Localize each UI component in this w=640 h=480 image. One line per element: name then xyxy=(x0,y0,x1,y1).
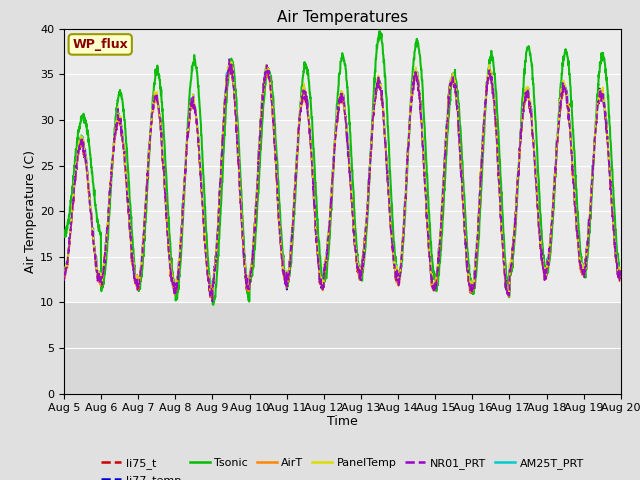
Bar xyxy=(64,302,621,394)
X-axis label: Time: Time xyxy=(327,415,358,428)
Title: Air Temperatures: Air Temperatures xyxy=(277,10,408,25)
Text: WP_flux: WP_flux xyxy=(72,38,128,51)
Legend: li75_t, li77_temp, Tsonic, AirT, PanelTemp, NR01_PRT, AM25T_PRT: li75_t, li77_temp, Tsonic, AirT, PanelTe… xyxy=(97,454,588,480)
Y-axis label: Air Temperature (C): Air Temperature (C) xyxy=(24,150,37,273)
